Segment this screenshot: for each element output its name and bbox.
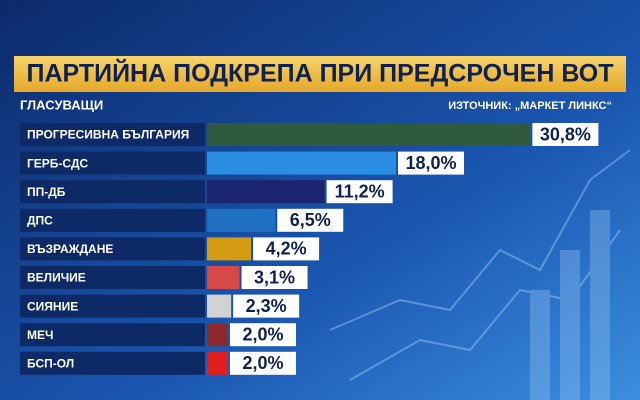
category-box <box>20 180 205 204</box>
value-box <box>277 208 344 232</box>
bar <box>207 123 531 146</box>
bar <box>207 266 240 289</box>
source: ИЗТОЧНИК: „МАРКЕТ ЛИНКС“ <box>448 100 612 112</box>
bar <box>207 294 232 318</box>
bar <box>207 351 228 375</box>
value-label: 18,0% <box>405 153 456 173</box>
category-label: СИЯНИЕ <box>27 299 78 313</box>
value-label: 2,0% <box>242 324 283 344</box>
category-box <box>20 323 205 347</box>
value-box <box>253 237 320 261</box>
bar <box>207 208 276 232</box>
category-label: МЕЧ <box>27 328 53 342</box>
category-box <box>20 351 205 375</box>
subtitle: ГЛАСУВАЩИ <box>20 97 103 112</box>
value-box <box>241 266 308 289</box>
value-box <box>233 294 300 318</box>
category-label: ПП-ДБ <box>27 185 66 199</box>
bar <box>207 151 396 175</box>
bar <box>207 180 325 204</box>
value-label: 4,2% <box>266 239 307 259</box>
value-label: 3,1% <box>254 267 295 287</box>
category-label: ВЪЗРАЖДАНЕ <box>27 242 113 256</box>
chart-title: ПАРТИЙНА ПОДКРЕПА ПРИ ПРЕДСРОЧЕН ВОТ <box>26 58 613 88</box>
category-label: ПРОГРЕСИВНА БЪЛГАРИЯ <box>27 128 189 142</box>
title-bar <box>14 56 626 92</box>
value-box <box>230 351 296 375</box>
category-label: ГЕРБ-СДС <box>27 156 88 170</box>
category-label: БСП-ОЛ <box>27 356 74 370</box>
value-label: 30,8% <box>540 124 591 144</box>
category-box <box>20 237 205 261</box>
value-label: 2,3% <box>246 296 287 316</box>
category-label: ДПС <box>27 213 53 227</box>
category-box <box>20 266 205 289</box>
decoration <box>329 149 631 400</box>
bar <box>207 237 252 261</box>
value-label: 2,0% <box>242 353 283 373</box>
value-box <box>230 323 296 347</box>
value-label: 11,2% <box>335 181 385 201</box>
value-box <box>326 180 393 204</box>
category-label: ВЕЛИЧИЕ <box>27 271 86 285</box>
bar <box>207 323 228 347</box>
category-box <box>20 151 205 175</box>
value-box <box>398 151 464 175</box>
category-box <box>20 294 205 318</box>
value-box <box>532 123 599 146</box>
category-box <box>20 123 205 146</box>
value-label: 6,5% <box>290 210 331 230</box>
category-box <box>20 208 205 232</box>
